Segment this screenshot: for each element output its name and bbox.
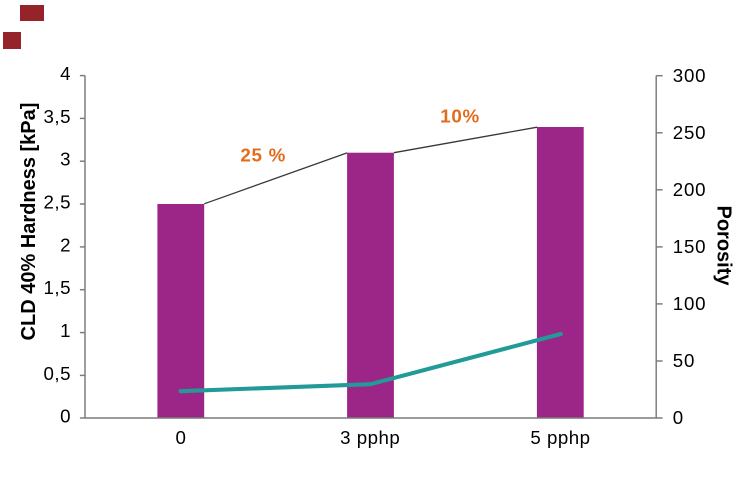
svg-text:4: 4 bbox=[60, 63, 71, 84]
svg-text:2: 2 bbox=[60, 234, 71, 255]
svg-text:0,5: 0,5 bbox=[44, 363, 71, 384]
svg-text:2,5: 2,5 bbox=[44, 192, 71, 213]
svg-text:3: 3 bbox=[60, 149, 71, 170]
svg-text:3 pphp: 3 pphp bbox=[340, 427, 400, 448]
svg-text:0: 0 bbox=[60, 406, 71, 427]
svg-text:50: 50 bbox=[673, 350, 695, 371]
svg-text:1: 1 bbox=[60, 320, 71, 341]
svg-text:10%: 10% bbox=[440, 105, 480, 126]
svg-text:300: 300 bbox=[673, 65, 707, 86]
svg-text:Porosity: Porosity bbox=[713, 205, 735, 286]
svg-text:200: 200 bbox=[673, 179, 707, 200]
svg-text:250: 250 bbox=[673, 122, 707, 143]
svg-text:0: 0 bbox=[673, 407, 684, 428]
svg-text:CLD 40% Hardness [kPa]: CLD 40% Hardness [kPa] bbox=[18, 103, 40, 341]
svg-text:150: 150 bbox=[673, 236, 707, 257]
svg-text:3,5: 3,5 bbox=[44, 106, 71, 127]
svg-text:5 pphp: 5 pphp bbox=[530, 427, 590, 448]
svg-text:1,5: 1,5 bbox=[44, 277, 71, 298]
svg-text:25 %: 25 % bbox=[240, 145, 286, 166]
svg-text:100: 100 bbox=[673, 293, 707, 314]
svg-text:0: 0 bbox=[175, 427, 186, 448]
